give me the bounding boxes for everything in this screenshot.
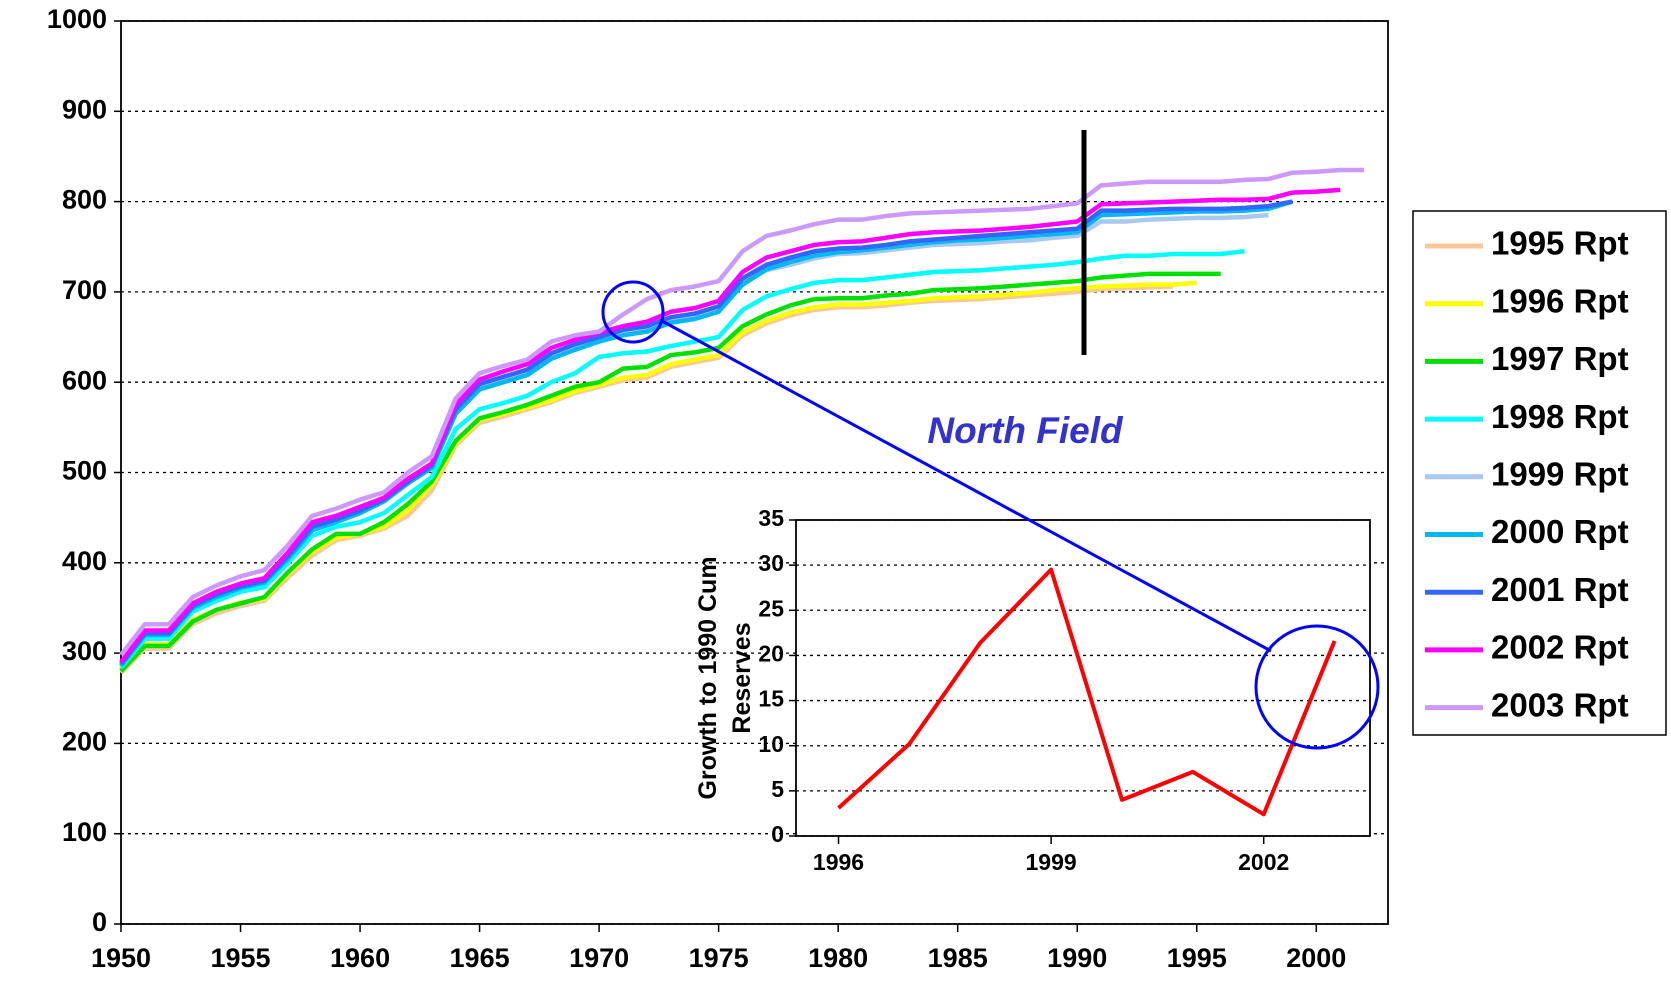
series-line bbox=[119, 284, 1173, 675]
inset-chart: 0 5 10 15 20 25 30 35 1996 1999 2002 Growth to 1990… bbox=[694, 505, 1371, 875]
y-tick-label: 500 bbox=[62, 456, 107, 486]
y-tick-label: 30 bbox=[758, 550, 784, 576]
legend-label: 2000 Rpt bbox=[1491, 513, 1629, 550]
y-axis-label-text: Growth to 1990 Cum Reserves bbox=[694, 556, 756, 800]
x-tick-label: 1990 bbox=[1047, 943, 1107, 973]
legend-label: 2003 Rpt bbox=[1491, 686, 1629, 723]
legend-label: 1998 Rpt bbox=[1491, 398, 1629, 435]
y-tick-label: 15 bbox=[758, 686, 784, 712]
y-tick-label: 25 bbox=[758, 595, 784, 621]
y-tick-label: 5 bbox=[771, 776, 784, 802]
x-tick-label: 1965 bbox=[450, 943, 510, 973]
y-tick-label: 20 bbox=[758, 641, 784, 667]
y-tick-label: 100 bbox=[62, 817, 107, 847]
x-tick-label: 2002 bbox=[1238, 849, 1289, 875]
x-tick-label: 1960 bbox=[330, 943, 390, 973]
legend-label: 2002 Rpt bbox=[1491, 629, 1629, 666]
y-tick-label: 900 bbox=[62, 94, 107, 124]
y-tick-label: 200 bbox=[62, 727, 107, 757]
y-tick-label: 35 bbox=[758, 505, 784, 531]
x-tick-label: 1985 bbox=[928, 943, 988, 973]
series-line bbox=[837, 567, 1337, 817]
series-line bbox=[119, 249, 1245, 669]
y-tick-label: 0 bbox=[771, 821, 784, 847]
y-axis-label: Growth to 1990 Cum Reserves bbox=[694, 556, 756, 800]
highlight-circle bbox=[601, 280, 665, 344]
y-tick-label: 800 bbox=[62, 185, 107, 215]
legend-label: 2001 Rpt bbox=[1491, 571, 1629, 608]
series-line bbox=[119, 187, 1341, 664]
x-tick-label: 1996 bbox=[813, 849, 864, 875]
y-tick-label: 700 bbox=[62, 275, 107, 305]
y-tick-label: 10 bbox=[758, 731, 784, 757]
legend: 1995 Rpt 1996 Rpt 1997 Rpt 1998 Rpt 1999 Rpt… bbox=[1412, 210, 1667, 736]
y-tick-label: 1000 bbox=[47, 4, 107, 34]
x-tick-label: 1950 bbox=[91, 943, 151, 973]
x-tick-label: 1980 bbox=[808, 943, 868, 973]
legend-label: 1997 Rpt bbox=[1491, 340, 1629, 377]
x-tick-label: 1995 bbox=[1167, 943, 1227, 973]
series-line bbox=[119, 199, 1294, 668]
y-tick-label: 600 bbox=[62, 365, 107, 395]
legend-label: 1996 Rpt bbox=[1491, 282, 1629, 319]
series-line bbox=[119, 271, 1221, 673]
series-line bbox=[119, 167, 1365, 657]
series-line bbox=[119, 199, 1293, 666]
annotation: North Field bbox=[927, 410, 1124, 451]
legend-label: 1999 Rpt bbox=[1491, 456, 1629, 493]
x-tick-label: 2000 bbox=[1286, 943, 1346, 973]
x-tick-label: 1970 bbox=[569, 943, 629, 973]
plot-frame bbox=[120, 20, 1389, 925]
plot-frame bbox=[795, 519, 1371, 837]
y-tick-label: 300 bbox=[62, 636, 107, 666]
highlight-circle bbox=[1254, 624, 1380, 750]
x-tick-label: 1955 bbox=[210, 943, 270, 973]
y-tick-label: 0 bbox=[92, 907, 107, 937]
y-tick-label: 400 bbox=[62, 546, 107, 576]
legend-label: 1995 Rpt bbox=[1491, 225, 1629, 262]
connector bbox=[661, 319, 1272, 653]
x-tick-label: 1999 bbox=[1026, 849, 1077, 875]
x-tick-label: 1975 bbox=[689, 943, 749, 973]
